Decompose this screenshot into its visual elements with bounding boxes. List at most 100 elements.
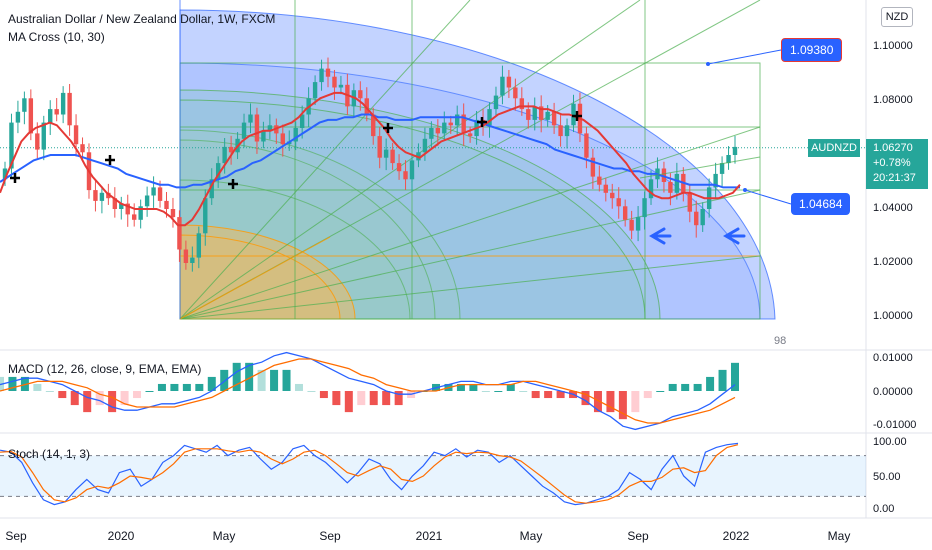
time-axis-label: Sep bbox=[5, 529, 27, 543]
candle-body bbox=[448, 122, 453, 126]
candle-body bbox=[726, 155, 731, 164]
candle-body bbox=[144, 195, 150, 207]
left-arrow-icon bbox=[723, 227, 746, 245]
candle-body bbox=[67, 92, 72, 126]
candle-body bbox=[694, 211, 699, 226]
candle-body bbox=[713, 173, 718, 188]
candle-body bbox=[106, 192, 111, 199]
current-price: 1.06270 bbox=[873, 142, 913, 154]
gann-arc-outer bbox=[179, 9, 776, 320]
macd-histogram-bar bbox=[382, 391, 391, 406]
gann-fan-line bbox=[179, 255, 761, 320]
lower-level-label[interactable]: 1.04684 bbox=[791, 193, 851, 215]
price-axis-label: 1.10000 bbox=[873, 40, 913, 52]
candle-body bbox=[603, 184, 608, 193]
candle-body bbox=[532, 106, 537, 120]
macd-histogram-bar bbox=[618, 391, 627, 420]
upper-level-label[interactable]: 1.09380 bbox=[781, 38, 843, 62]
candle-body bbox=[299, 114, 305, 128]
candle-body bbox=[48, 109, 53, 123]
candle-body bbox=[132, 214, 137, 220]
chart-title: Australian Dollar / New Zealand Dollar, … bbox=[8, 12, 276, 26]
candle-body bbox=[35, 133, 40, 150]
trend-line bbox=[639, 156, 761, 179]
candle-body bbox=[455, 114, 460, 126]
candle-body bbox=[170, 209, 176, 218]
candle-body bbox=[119, 203, 124, 209]
candle-body bbox=[493, 95, 499, 110]
gann-fan-line bbox=[179, 0, 641, 320]
price-change: +0.78% bbox=[873, 157, 911, 169]
macd-histogram-bar bbox=[681, 383, 690, 391]
candle-body bbox=[429, 128, 434, 139]
candle-body bbox=[661, 168, 667, 182]
macd-histogram-bar bbox=[731, 362, 739, 391]
annotation-anchor bbox=[743, 188, 747, 192]
macd-histogram-bar bbox=[357, 391, 366, 406]
candle-body bbox=[203, 198, 208, 234]
stoch-legend[interactable]: Stoch (14, 1, 3) bbox=[8, 447, 91, 461]
macd-histogram-bar bbox=[245, 362, 254, 391]
macd-histogram-bar bbox=[494, 391, 503, 392]
macd-histogram-bar bbox=[706, 376, 715, 391]
candle-body bbox=[338, 84, 344, 88]
candle-body bbox=[487, 109, 492, 126]
candle-body bbox=[293, 128, 298, 142]
candle-body bbox=[526, 109, 531, 120]
macd-histogram-bar bbox=[195, 383, 204, 391]
macd-histogram-bar bbox=[45, 391, 54, 392]
stoch-band bbox=[0, 455, 866, 497]
macd-histogram-bar bbox=[581, 391, 590, 406]
macd-axis-label: 0.00000 bbox=[873, 386, 913, 398]
macd-histogram-bar bbox=[519, 391, 528, 392]
macd-legend[interactable]: MACD (12, 26, close, 9, EMA, EMA) bbox=[8, 362, 202, 376]
macd-histogram-bar bbox=[307, 391, 316, 392]
macd-histogram-bar bbox=[58, 391, 67, 399]
macd-histogram-bar bbox=[556, 391, 565, 399]
time-axis-label: May bbox=[212, 529, 236, 543]
candle-body bbox=[248, 114, 253, 123]
macd-histogram-bar bbox=[108, 391, 117, 413]
annotation-connector bbox=[707, 49, 782, 65]
candle-body bbox=[112, 198, 118, 209]
candle-body bbox=[358, 90, 363, 99]
gann-fan-line bbox=[179, 126, 761, 320]
candle-body bbox=[319, 68, 324, 83]
candle-body bbox=[93, 190, 98, 201]
macd-histogram-bar bbox=[593, 391, 602, 413]
stoch-axis-label: 0.00 bbox=[873, 503, 895, 515]
candle-body bbox=[222, 146, 227, 164]
left-arrow-icon bbox=[649, 227, 672, 245]
candle-body bbox=[254, 114, 260, 142]
candle-body bbox=[332, 76, 337, 88]
candle-body bbox=[261, 130, 266, 142]
time-axis-label: Sep bbox=[627, 529, 649, 543]
macd-line bbox=[0, 351, 736, 431]
macd-histogram-bar bbox=[294, 383, 303, 391]
candle-body bbox=[500, 76, 505, 96]
macd-histogram-bar bbox=[282, 369, 291, 391]
candle-body bbox=[635, 217, 641, 231]
gann-fan-line bbox=[179, 189, 761, 320]
time-axis-label: 2020 bbox=[107, 529, 135, 543]
annotation-connector bbox=[744, 189, 792, 205]
bar-countdown: 20:21:37 bbox=[873, 172, 916, 184]
candle-body bbox=[403, 171, 408, 180]
price-axis-label: 1.04000 bbox=[873, 202, 913, 214]
candle-body bbox=[700, 209, 705, 226]
macd-histogram-bar bbox=[506, 383, 515, 391]
candle-body bbox=[196, 233, 202, 258]
candle-body bbox=[422, 138, 428, 153]
candle-body bbox=[616, 198, 621, 207]
gann-arc bbox=[179, 129, 461, 320]
currency-badge[interactable]: NZD bbox=[881, 7, 913, 27]
candle-body bbox=[506, 76, 512, 88]
macd-histogram-bar bbox=[257, 369, 266, 391]
candle-body bbox=[28, 98, 34, 134]
candle-body bbox=[622, 206, 628, 220]
ma-cross-legend[interactable]: MA Cross (10, 30) bbox=[8, 30, 105, 44]
candle-body bbox=[442, 122, 447, 134]
candle-body bbox=[719, 163, 725, 174]
